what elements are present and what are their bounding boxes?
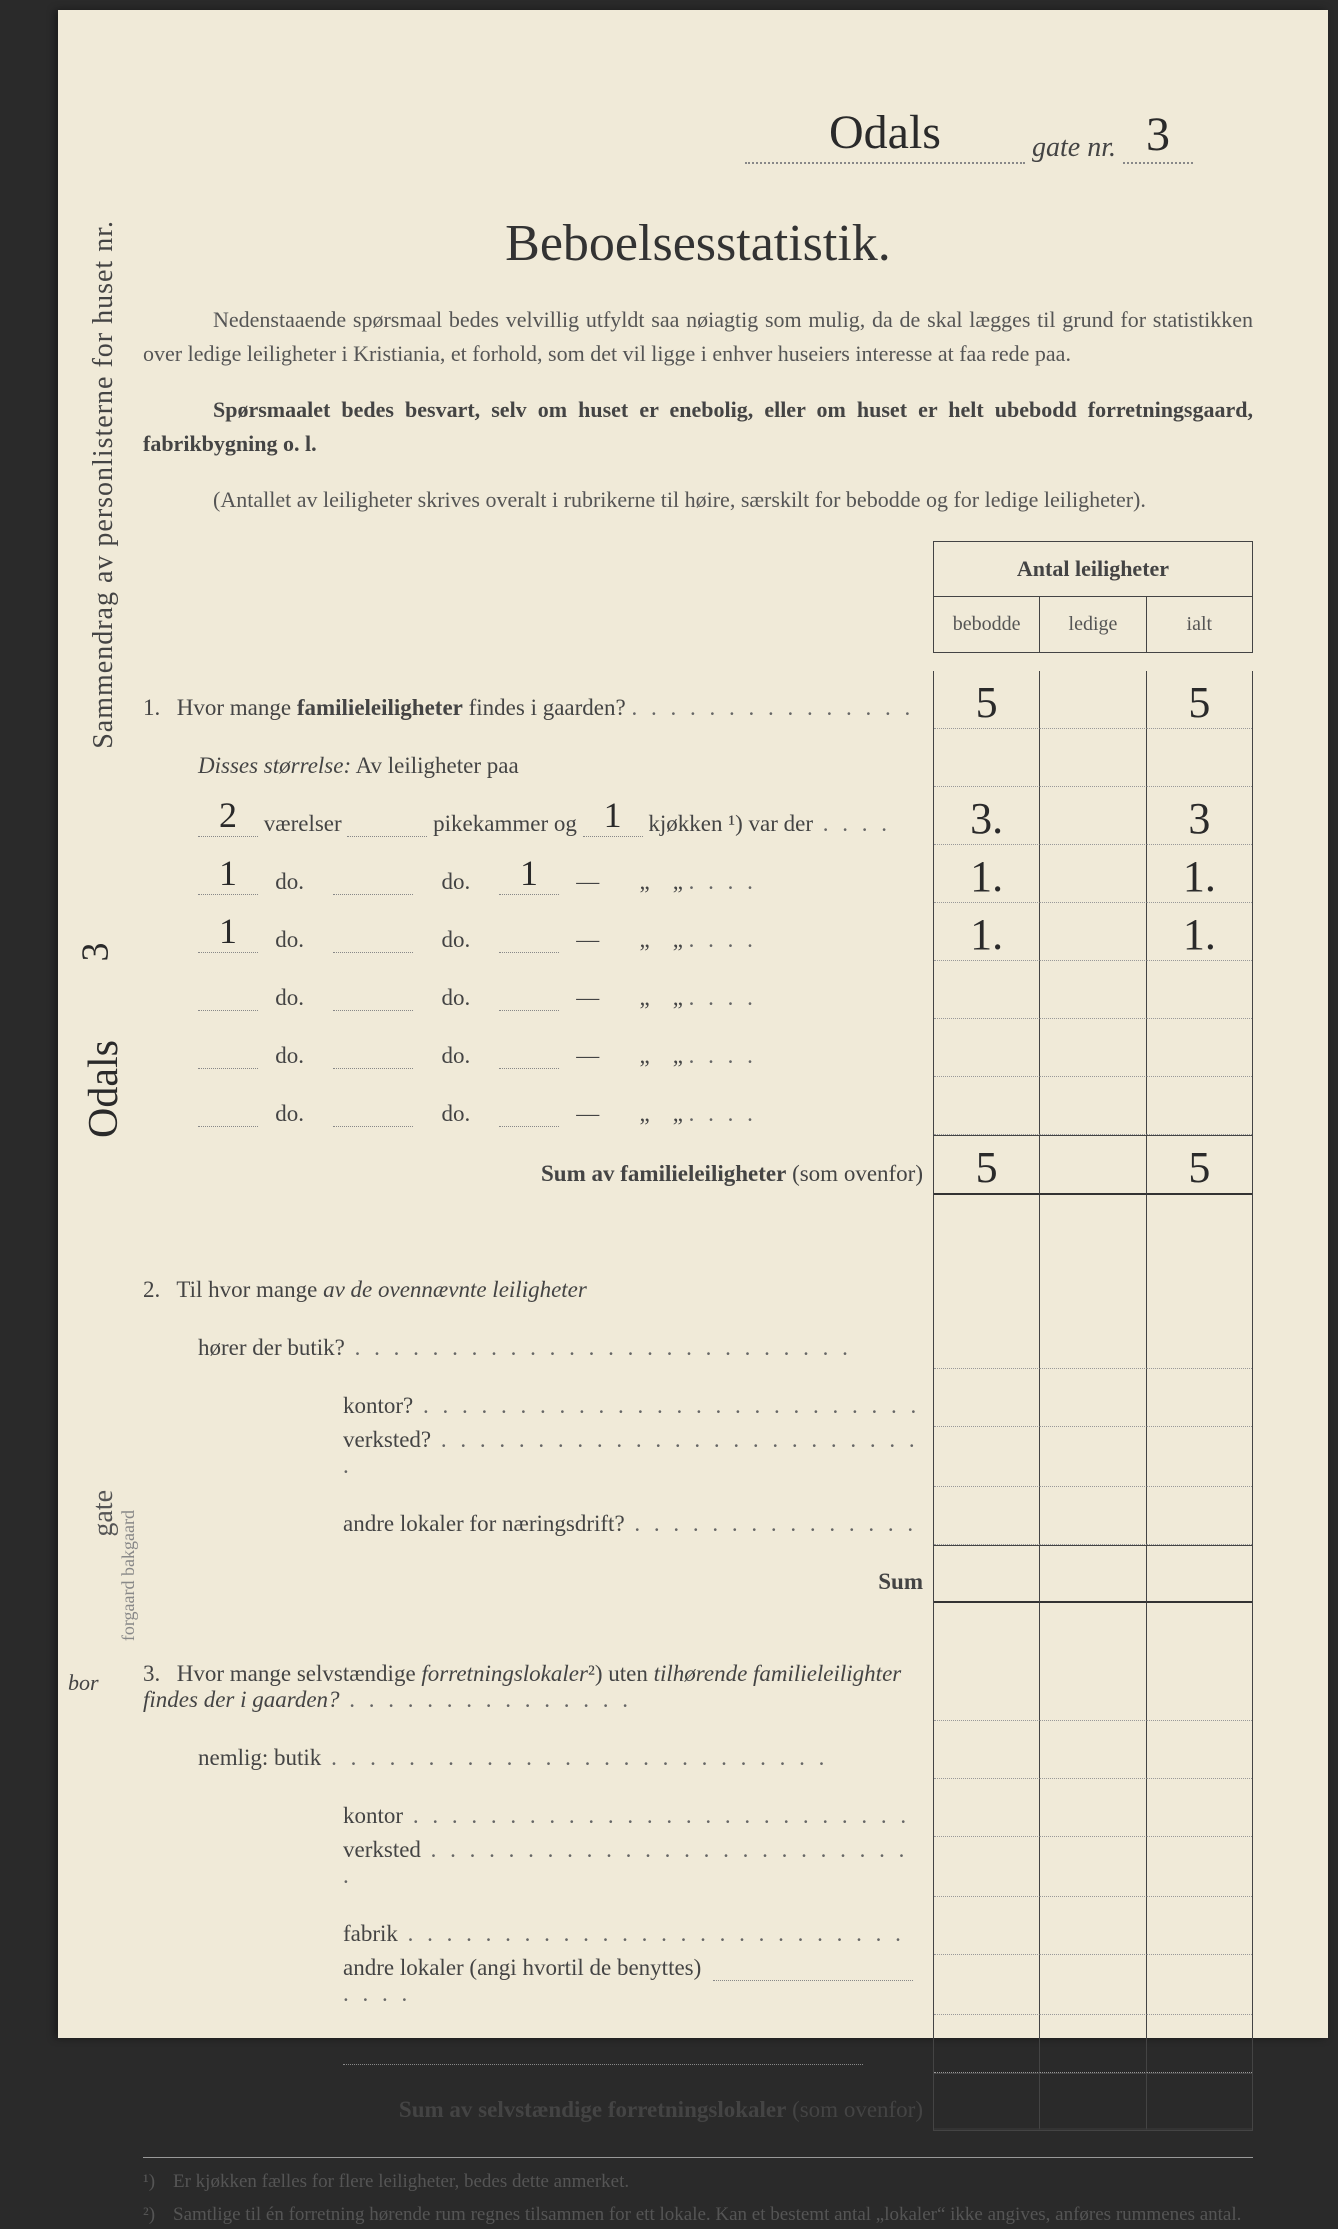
intro-2: Spørsmaalet bedes besvart, selv om huset…: [143, 393, 1253, 461]
q3-kontor: kontor: [143, 1779, 1253, 1837]
q1-size-row-4: do. do. — „ „: [143, 1019, 1253, 1077]
spacer: [143, 1195, 1253, 1253]
footnotes: ¹)Er kjøkken fælles for flere leilighete…: [143, 2157, 1253, 2229]
q3-fabrik: fabrik: [143, 1897, 1253, 1955]
header-line: Odals gate nr. 3: [143, 105, 1253, 164]
q3-butik: nemlig: butik: [143, 1721, 1253, 1779]
q1-ledige: [1040, 671, 1146, 729]
table-header: Antal leiligheter bebodde ledige ialt: [933, 541, 1253, 653]
table-area: Antal leiligheter bebodde ledige ialt 1.…: [143, 541, 1253, 2131]
q1-size-row-0: 2 værelser pikekammer og 1 kjøkken ¹) va…: [143, 787, 1253, 845]
q1-size-row-2: 1 do. do. — „ „ 1. 1.: [143, 903, 1253, 961]
col-ledige: ledige: [1040, 597, 1146, 652]
q1-disses: Disses størrelse: Av leiligheter paa: [143, 729, 1253, 787]
gate-label: gate nr.: [1032, 132, 1116, 163]
q3-verksted: verksted: [143, 1837, 1253, 1897]
q1-size-row-1: 1 do. do. 1 — „ „ 1. 1.: [143, 845, 1253, 903]
q1-size-row-3: do. do. — „ „: [143, 961, 1253, 1019]
th-cols: bebodde ledige ialt: [933, 597, 1253, 653]
col-bebodde: bebodde: [934, 597, 1040, 652]
q2-butik: hører der butik?: [143, 1311, 1253, 1369]
q1-row: 1. Hvor mange familieleiligheter findes …: [143, 671, 1253, 729]
th-top: Antal leiligheter: [933, 541, 1253, 597]
q1-sum: Sum av familieleiligheter (som ovenfor) …: [143, 1135, 1253, 1195]
content-area: Odals gate nr. 3 Beboelsesstatistik. Ned…: [113, 10, 1283, 2038]
q1-size-row-5: do. do. — „ „: [143, 1077, 1253, 1135]
gate-number: 3: [1123, 107, 1193, 164]
question-block: 1. Hvor mange familieleiligheter findes …: [143, 541, 1253, 2131]
spacer2: [143, 1603, 1253, 1661]
q3-blank: [143, 2015, 1253, 2073]
q3-andre: andre lokaler (angi hvortil de benyttes): [143, 1955, 1253, 2015]
q2-andre: andre lokaler for næringsdrift?: [143, 1487, 1253, 1545]
q3-head: 3. Hvor mange selvstændige forretningslo…: [143, 1661, 1253, 1721]
page-title: Beboelsesstatistik.: [143, 214, 1253, 273]
q1-bebodde: 5: [934, 671, 1040, 729]
street-field: Odals: [745, 105, 1025, 164]
q3-sum: Sum av selvstændige forretningslokaler (…: [143, 2073, 1253, 2131]
spine-bor: bor: [68, 1670, 99, 1696]
page-wrap: Sammendrag av personlisterne for huset n…: [0, 0, 1338, 2048]
spine-number: 3: [74, 943, 118, 962]
intro-3: (Antallet av leiligheter skrives overalt…: [143, 483, 1253, 517]
q2-kontor: kontor?: [143, 1369, 1253, 1427]
document-page: Sammendrag av personlisterne for huset n…: [58, 10, 1328, 2038]
q2-head: 2. Til hvor mange av de ovennævnte leili…: [143, 1253, 1253, 1311]
q2-sum: Sum: [143, 1545, 1253, 1603]
q2-verksted: verksted?: [143, 1427, 1253, 1487]
q1-ialt: 5: [1147, 671, 1252, 729]
col-ialt: ialt: [1147, 597, 1252, 652]
intro-1: Nedenstaaende spørsmaal bedes velvillig …: [143, 303, 1253, 371]
